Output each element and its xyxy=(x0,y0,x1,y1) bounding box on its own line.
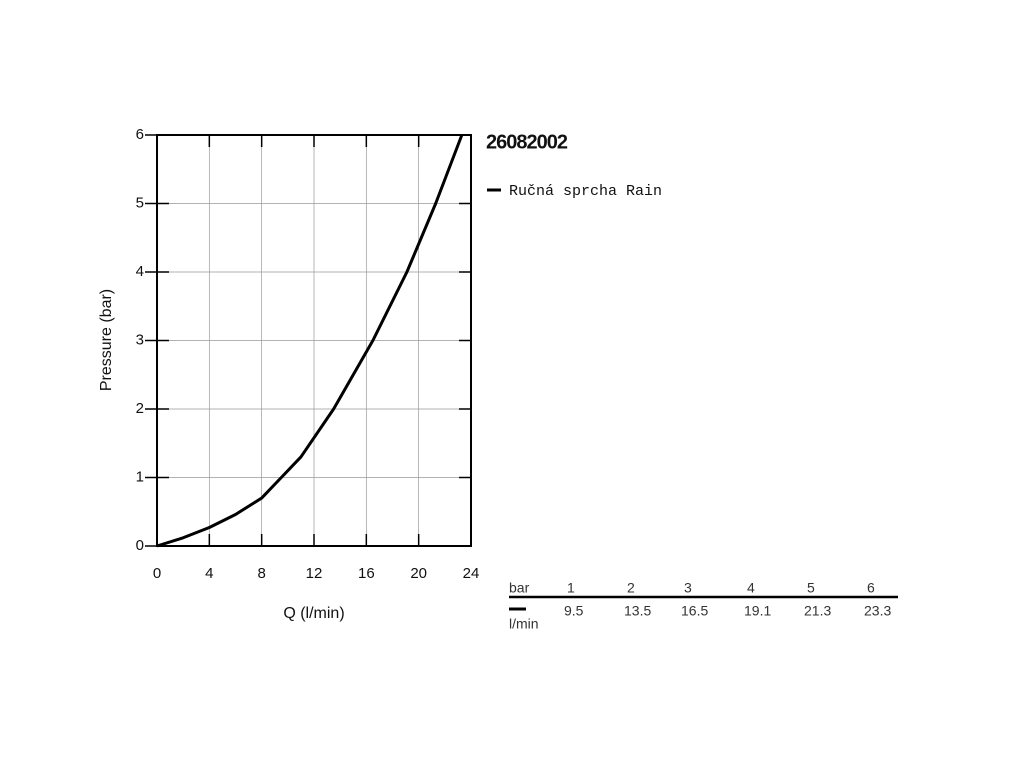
legend-label: Ručná sprcha Rain xyxy=(509,183,662,200)
x-tick-label: 16 xyxy=(358,565,375,582)
table-pressure-label: bar xyxy=(509,580,530,596)
x-tick-label: 0 xyxy=(153,565,161,582)
table-pressure: 2 xyxy=(627,580,635,596)
y-tick-label: 3 xyxy=(136,331,144,348)
x-axis-label: Q (l/min) xyxy=(283,605,344,622)
y-tick-label: 1 xyxy=(136,468,144,485)
table-pressure: 1 xyxy=(567,580,575,596)
x-tick-label: 24 xyxy=(463,565,480,582)
table-flow-label: l/min xyxy=(509,616,539,632)
table-flow: 19.1 xyxy=(744,603,771,619)
series-line xyxy=(156,134,464,548)
x-tick-label: 4 xyxy=(205,565,213,582)
x-tick-label: 8 xyxy=(257,565,265,582)
x-tick-label: 20 xyxy=(410,565,427,582)
table-flow: 9.5 xyxy=(564,603,584,619)
table-pressure: 3 xyxy=(684,580,692,596)
y-tick-label: 0 xyxy=(136,537,144,554)
y-axis-label: Pressure (bar) xyxy=(98,289,115,391)
table-flow: 23.3 xyxy=(864,603,891,619)
y-tick-label: 5 xyxy=(136,194,144,211)
y-tick-label: 6 xyxy=(136,126,144,143)
table-pressure: 5 xyxy=(807,580,815,596)
y-tick-label: 2 xyxy=(136,400,144,417)
table-pressure: 4 xyxy=(747,580,755,596)
y-tick-label: 4 xyxy=(136,263,144,280)
table-flow: 16.5 xyxy=(681,603,708,619)
plot-frame xyxy=(156,134,472,547)
table-flow: 21.3 xyxy=(804,603,831,619)
table-pressure: 6 xyxy=(867,580,875,596)
chart-title: 26082002 xyxy=(486,131,568,153)
x-tick-label: 12 xyxy=(306,565,323,582)
table-flow: 13.5 xyxy=(624,603,651,619)
